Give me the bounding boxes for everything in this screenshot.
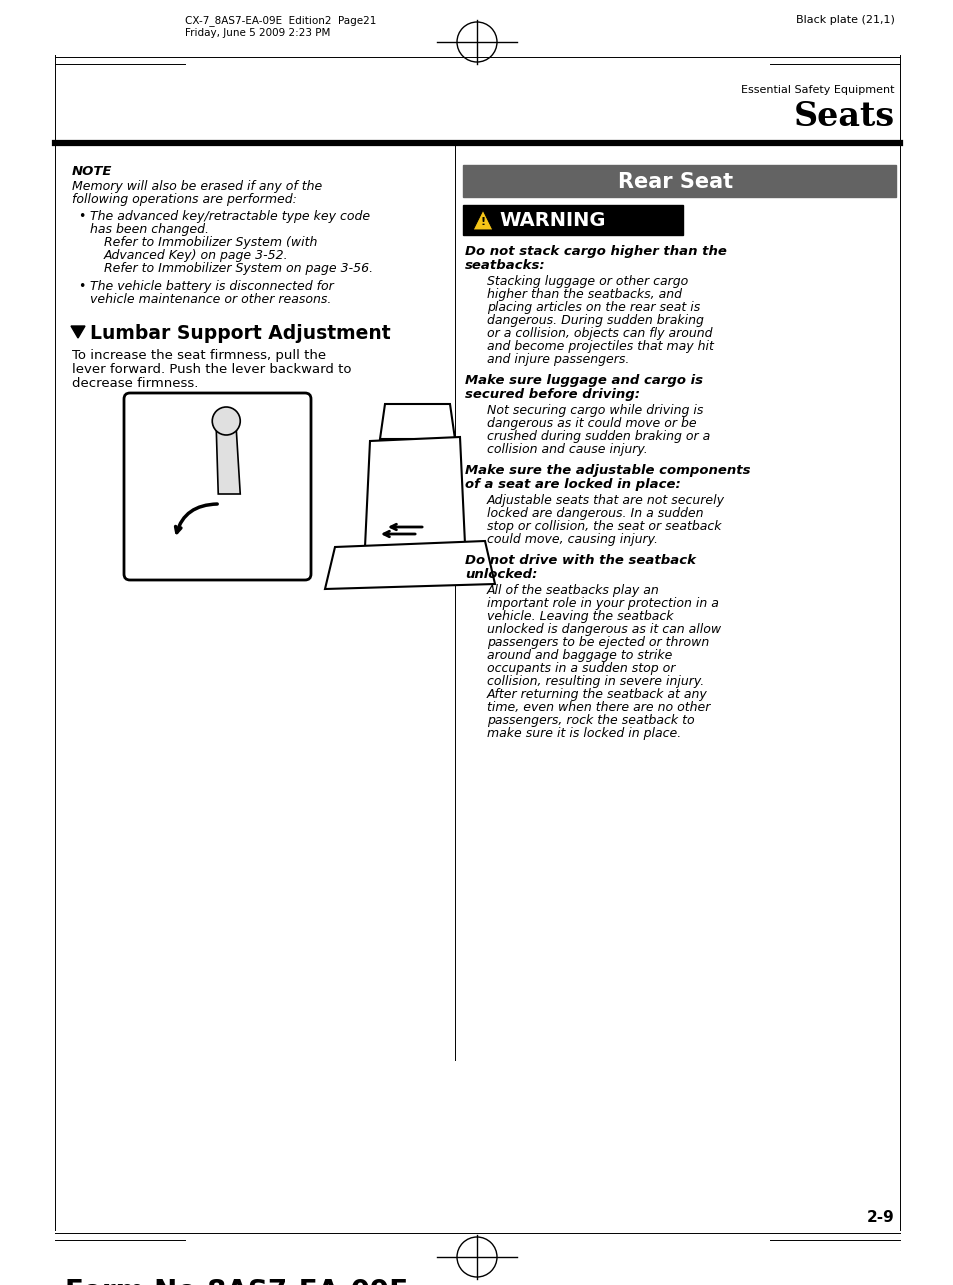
Text: vehicle maintenance or other reasons.: vehicle maintenance or other reasons. (90, 293, 331, 306)
Text: following operations are performed:: following operations are performed: (71, 193, 296, 206)
Text: Refer to Immobilizer System on page 3-56.: Refer to Immobilizer System on page 3-56… (104, 262, 373, 275)
Text: The advanced key/retractable type key code: The advanced key/retractable type key co… (90, 209, 370, 224)
Text: Do not stack cargo higher than the: Do not stack cargo higher than the (464, 245, 726, 258)
Text: collision, resulting in severe injury.: collision, resulting in severe injury. (486, 675, 703, 687)
Text: !: ! (480, 217, 485, 227)
Text: Make sure the adjustable components: Make sure the adjustable components (464, 464, 750, 477)
Text: After returning the seatback at any: After returning the seatback at any (486, 687, 707, 702)
Text: 2-9: 2-9 (866, 1210, 894, 1225)
Text: around and baggage to strike: around and baggage to strike (486, 649, 672, 662)
Text: Lumbar Support Adjustment: Lumbar Support Adjustment (90, 324, 390, 343)
Text: Advanced Key) on page 3-52.: Advanced Key) on page 3-52. (104, 249, 289, 262)
FancyBboxPatch shape (124, 393, 311, 580)
Text: seatbacks:: seatbacks: (464, 260, 545, 272)
Text: unlocked is dangerous as it can allow: unlocked is dangerous as it can allow (486, 623, 720, 636)
Text: passengers, rock the seatback to: passengers, rock the seatback to (486, 714, 694, 727)
Text: CX-7_8AS7-EA-09E  Edition2  Page21: CX-7_8AS7-EA-09E Edition2 Page21 (185, 15, 376, 26)
Polygon shape (71, 326, 85, 338)
Bar (462, 206, 682, 235)
Text: crushed during sudden braking or a: crushed during sudden braking or a (486, 430, 709, 443)
Text: Do not drive with the seatback: Do not drive with the seatback (464, 554, 696, 567)
Text: Memory will also be erased if any of the: Memory will also be erased if any of the (71, 180, 322, 193)
Text: To increase the seat firmness, pull the: To increase the seat firmness, pull the (71, 350, 326, 362)
Text: NOTE: NOTE (71, 164, 112, 179)
Text: vehicle. Leaving the seatback: vehicle. Leaving the seatback (486, 610, 673, 623)
Text: secured before driving:: secured before driving: (464, 388, 639, 401)
Text: The vehicle battery is disconnected for: The vehicle battery is disconnected for (90, 280, 334, 293)
Text: lever forward. Push the lever backward to: lever forward. Push the lever backward t… (71, 362, 351, 377)
Text: Seats: Seats (793, 100, 894, 134)
Text: •: • (78, 209, 85, 224)
Circle shape (212, 407, 240, 436)
Text: time, even when there are no other: time, even when there are no other (486, 702, 710, 714)
Text: Friday, June 5 2009 2:23 PM: Friday, June 5 2009 2:23 PM (185, 28, 330, 39)
Text: Rear Seat: Rear Seat (618, 172, 732, 191)
Text: dangerous as it could move or be: dangerous as it could move or be (486, 418, 696, 430)
Text: Adjustable seats that are not securely: Adjustable seats that are not securely (486, 493, 724, 508)
Text: WARNING: WARNING (498, 212, 605, 230)
Text: placing articles on the rear seat is: placing articles on the rear seat is (486, 301, 700, 314)
Bar (462, 164, 895, 197)
Text: Form No.8AS7-EA-09E: Form No.8AS7-EA-09E (65, 1279, 408, 1285)
Text: Make sure luggage and cargo is: Make sure luggage and cargo is (464, 374, 702, 387)
Polygon shape (216, 429, 240, 493)
Text: and injure passengers.: and injure passengers. (486, 353, 629, 366)
Text: has been changed.: has been changed. (90, 224, 209, 236)
Text: important role in your protection in a: important role in your protection in a (486, 598, 719, 610)
Text: unlocked:: unlocked: (464, 568, 537, 581)
Text: collision and cause injury.: collision and cause injury. (486, 443, 647, 456)
Text: locked are dangerous. In a sudden: locked are dangerous. In a sudden (486, 508, 702, 520)
Text: Not securing cargo while driving is: Not securing cargo while driving is (486, 403, 702, 418)
Text: passengers to be ejected or thrown: passengers to be ejected or thrown (486, 636, 708, 649)
Polygon shape (379, 403, 455, 439)
Polygon shape (325, 541, 495, 589)
Text: •: • (78, 280, 85, 293)
Text: could move, causing injury.: could move, causing injury. (486, 533, 658, 546)
Text: decrease firmness.: decrease firmness. (71, 377, 198, 391)
Text: stop or collision, the seat or seatback: stop or collision, the seat or seatback (486, 520, 720, 533)
Text: of a seat are locked in place:: of a seat are locked in place: (464, 478, 680, 491)
Text: dangerous. During sudden braking: dangerous. During sudden braking (486, 314, 703, 326)
Polygon shape (473, 209, 493, 230)
Text: Stacking luggage or other cargo: Stacking luggage or other cargo (486, 275, 687, 288)
Text: occupants in a sudden stop or: occupants in a sudden stop or (486, 662, 675, 675)
Text: All of the seatbacks play an: All of the seatbacks play an (486, 583, 659, 598)
Text: Refer to Immobilizer System (with: Refer to Immobilizer System (with (104, 236, 317, 249)
Text: and become projectiles that may hit: and become projectiles that may hit (486, 341, 713, 353)
Text: Black plate (21,1): Black plate (21,1) (796, 15, 894, 24)
Text: or a collision, objects can fly around: or a collision, objects can fly around (486, 326, 712, 341)
Text: higher than the seatbacks, and: higher than the seatbacks, and (486, 288, 681, 301)
Text: Essential Safety Equipment: Essential Safety Equipment (740, 85, 894, 95)
Polygon shape (365, 437, 464, 547)
Text: make sure it is locked in place.: make sure it is locked in place. (486, 727, 680, 740)
